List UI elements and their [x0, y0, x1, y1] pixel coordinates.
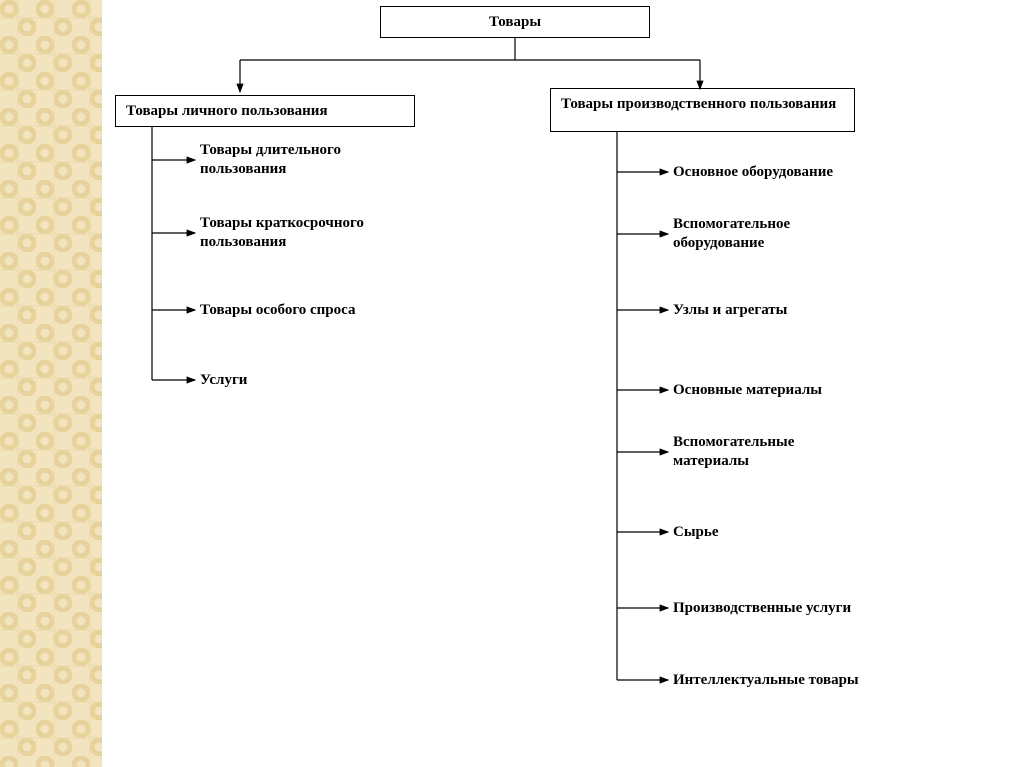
item-label-right-6: Производственные услуги	[673, 599, 851, 618]
item-label-right-4: Вспомогательные материалы	[673, 433, 794, 471]
item-label-right-0: Основное оборудование	[673, 163, 833, 182]
item-label-right-3: Основные материалы	[673, 381, 822, 400]
branch-box-right: Товары производственного пользования	[550, 88, 855, 132]
branch-right-label: Товары производственного пользования	[561, 96, 836, 112]
branch-box-left: Товары личного пользования	[115, 95, 415, 127]
item-label-left-3: Услуги	[200, 371, 247, 390]
item-label-left-2: Товары особого спроса	[200, 301, 356, 320]
item-label-right-5: Сырье	[673, 523, 718, 542]
item-label-left-1: Товары краткосрочного пользования	[200, 214, 364, 252]
item-label-right-1: Вспомогательное оборудование	[673, 215, 790, 253]
item-label-right-7: Интеллектуальные товары	[673, 671, 859, 690]
root-box: Товары	[380, 6, 650, 38]
sidebar-pattern	[0, 0, 102, 767]
item-label-left-0: Товары длительного пользования	[200, 141, 341, 179]
item-label-right-2: Узлы и агрегаты	[673, 301, 787, 320]
root-label: Товары	[489, 14, 541, 30]
branch-left-label: Товары личного пользования	[126, 103, 328, 119]
